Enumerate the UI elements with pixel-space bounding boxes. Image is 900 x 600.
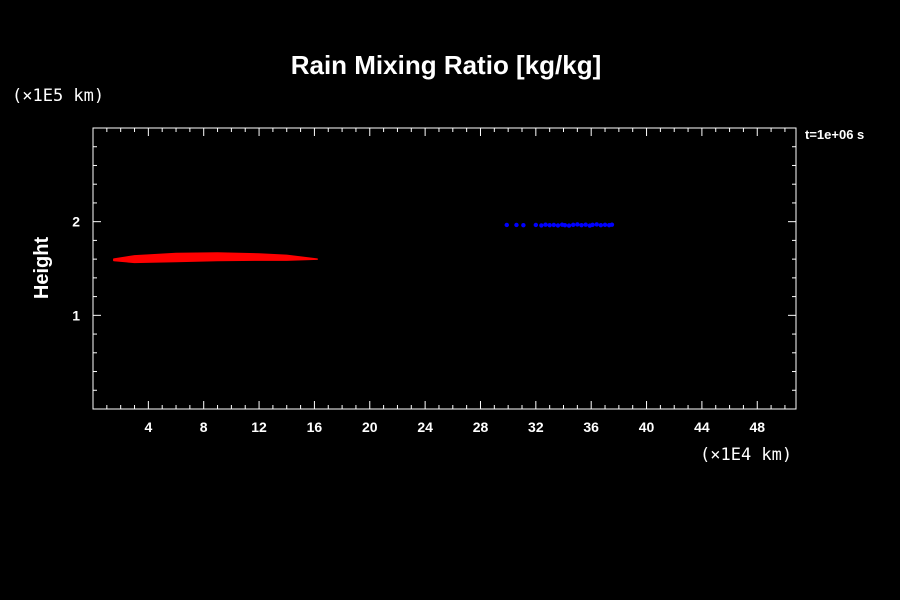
rain-point bbox=[566, 223, 572, 228]
rain-point bbox=[598, 223, 604, 228]
rain-point bbox=[555, 223, 561, 228]
rain-point bbox=[590, 222, 595, 228]
rain-point bbox=[547, 223, 552, 228]
rain-point bbox=[521, 223, 526, 228]
x-tick-label: 8 bbox=[200, 419, 208, 435]
time-label: t=1e+06 s bbox=[805, 127, 864, 142]
y-tick-label: 2 bbox=[72, 214, 80, 230]
rain-point bbox=[579, 223, 584, 228]
rain-point bbox=[504, 222, 509, 228]
plot-area-frame bbox=[92, 127, 797, 410]
x-tick-label: 32 bbox=[528, 419, 544, 435]
x-tick-label: 4 bbox=[144, 419, 152, 435]
rain-point bbox=[594, 222, 599, 227]
x-tick-label: 24 bbox=[417, 419, 433, 435]
y-axis-label: Height bbox=[31, 237, 53, 300]
x-axis-unit: (×1E4 km) bbox=[700, 445, 792, 465]
x-tick-label: 44 bbox=[694, 419, 710, 435]
rain-point bbox=[609, 222, 615, 227]
y-axis-unit: (×1E5 km) bbox=[12, 86, 104, 106]
rain-point bbox=[539, 223, 544, 228]
x-tick-label: 16 bbox=[307, 419, 323, 435]
rain-point bbox=[551, 222, 557, 228]
x-tick-label: 36 bbox=[583, 419, 599, 435]
x-tick-label: 20 bbox=[362, 419, 378, 435]
x-tick-label: 48 bbox=[749, 419, 765, 435]
rain-point bbox=[583, 222, 588, 227]
data-marks bbox=[113, 222, 615, 264]
rain-band-0 bbox=[113, 252, 318, 264]
rain-point bbox=[543, 222, 548, 227]
rain-point bbox=[514, 222, 519, 228]
rain-point bbox=[533, 222, 539, 228]
x-tick-label: 12 bbox=[251, 419, 267, 435]
x-tick-label: 40 bbox=[639, 419, 655, 435]
x-tick-label: 28 bbox=[473, 419, 489, 435]
rain-point bbox=[562, 223, 568, 228]
chart-title: Rain Mixing Ratio [kg/kg] bbox=[291, 50, 602, 80]
rain-point bbox=[575, 222, 580, 227]
y-tick-label: 1 bbox=[72, 307, 80, 323]
rain-point bbox=[602, 222, 608, 228]
rain-point bbox=[570, 222, 576, 228]
